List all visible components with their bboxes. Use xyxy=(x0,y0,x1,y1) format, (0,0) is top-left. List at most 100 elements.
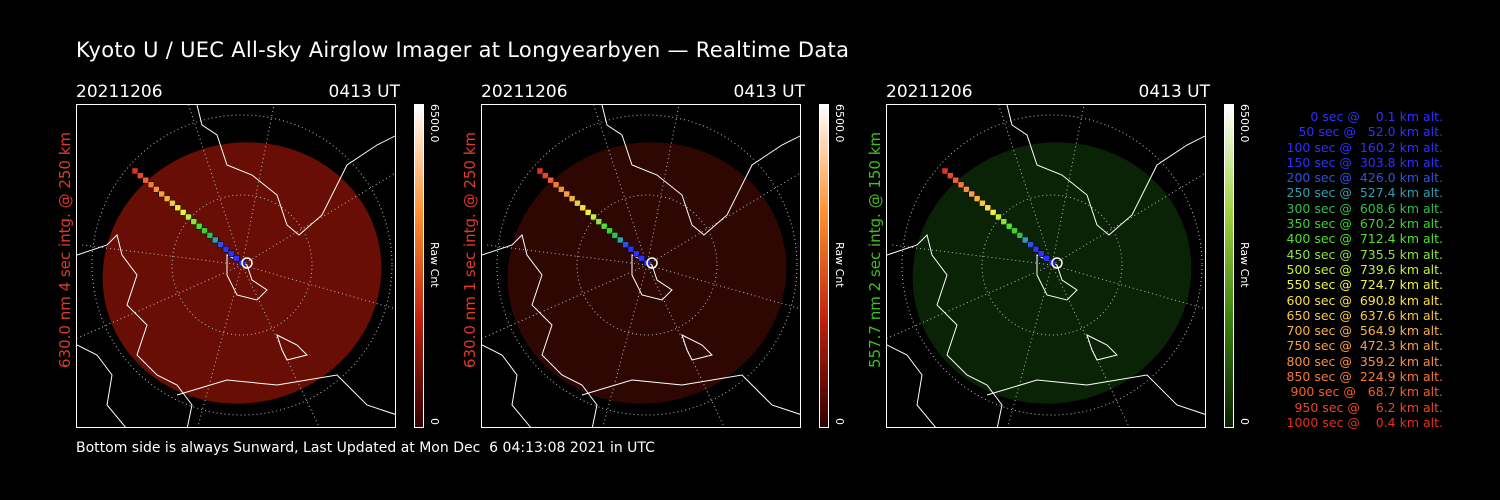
track-point xyxy=(1043,255,1050,262)
grid-line xyxy=(241,264,320,427)
grid-line xyxy=(1051,264,1130,427)
track-point xyxy=(579,204,587,212)
panel-time: 0413 UT xyxy=(328,82,401,102)
grid-line xyxy=(887,264,1053,339)
station-marker xyxy=(646,257,658,269)
panel-side-label: 630.0 nm 4 sec intg. @ 250 km xyxy=(56,131,74,368)
track-point xyxy=(952,176,959,184)
coastline xyxy=(887,234,1003,427)
track-point xyxy=(558,186,565,193)
track-point xyxy=(1027,241,1034,248)
coastline xyxy=(77,344,126,427)
track-point xyxy=(984,204,992,212)
track-point xyxy=(595,218,603,225)
colorbar-unit: Raw Cnt xyxy=(833,242,846,288)
track-point xyxy=(633,250,640,258)
sky-image xyxy=(481,104,801,428)
track-point xyxy=(1038,250,1045,258)
coastline xyxy=(1086,334,1118,361)
legend-item: 200 sec @ 426.0 km alt. xyxy=(1282,170,1444,186)
track-point xyxy=(174,204,182,212)
coastline xyxy=(1006,105,1205,236)
legend-item: 300 sec @ 608.6 km alt. xyxy=(1282,200,1444,216)
colorbar-max: 6500.0 xyxy=(1238,104,1251,143)
track-point xyxy=(617,236,624,244)
track-point xyxy=(973,195,981,202)
panel-date: 20211206 xyxy=(886,82,973,102)
track-point xyxy=(989,209,997,216)
track-point xyxy=(590,213,597,221)
colorbar-max: 6500.0 xyxy=(428,104,441,143)
track-point xyxy=(1022,236,1029,244)
track-point xyxy=(179,209,187,216)
track-point xyxy=(158,190,165,198)
grid-line xyxy=(646,264,800,310)
grid-circle xyxy=(901,114,1203,416)
track-point xyxy=(1016,232,1024,239)
legend-item: 550 sec @ 724.7 km alt. xyxy=(1282,277,1444,293)
airglow-region xyxy=(912,142,1192,404)
track-point xyxy=(600,222,608,230)
colorbar xyxy=(414,104,424,428)
legend-item: 650 sec @ 637.6 km alt. xyxy=(1282,307,1444,323)
grid-line xyxy=(891,244,1053,266)
page-title: Kyoto U / UEC All-sky Airglow Imager at … xyxy=(76,38,850,62)
track-point xyxy=(627,245,635,253)
panel-time: 0413 UT xyxy=(733,82,806,102)
grid-line xyxy=(646,172,800,266)
grid-line xyxy=(1051,264,1205,310)
coastline xyxy=(482,344,531,427)
legend-item: 250 sec @ 527.4 km alt. xyxy=(1282,185,1444,201)
coastline xyxy=(887,344,936,427)
grid-line xyxy=(482,264,648,339)
track-point xyxy=(137,172,144,179)
track-point xyxy=(947,172,954,179)
grid-line xyxy=(81,244,243,266)
colorbar-unit: Raw Cnt xyxy=(1238,242,1251,288)
track-point xyxy=(536,167,544,175)
legend-item: 450 sec @ 735.5 km alt. xyxy=(1282,246,1444,262)
track-point xyxy=(963,186,970,193)
legend-item: 900 sec @ 68.7 km alt. xyxy=(1286,384,1443,400)
legend-item: 500 sec @ 739.6 km alt. xyxy=(1282,261,1444,277)
panel-side-label: 630.0 nm 1 sec intg. @ 250 km xyxy=(461,131,479,368)
track-point xyxy=(131,167,139,175)
track-point xyxy=(1032,245,1040,253)
track-point xyxy=(574,199,581,207)
track-point xyxy=(142,176,149,184)
colorbar xyxy=(1224,104,1234,428)
track-point xyxy=(1005,222,1013,230)
airglow-region xyxy=(507,142,787,404)
track-point xyxy=(552,181,560,189)
sky-image xyxy=(886,104,1206,428)
track-point xyxy=(606,227,613,235)
station-marker xyxy=(1051,257,1063,269)
legend-item: 150 sec @ 303.8 km alt. xyxy=(1282,154,1444,170)
track-point xyxy=(228,250,235,258)
track-point xyxy=(584,209,592,216)
grid-line xyxy=(486,244,648,266)
grid-line xyxy=(77,264,243,339)
track-point xyxy=(222,245,230,253)
station-marker xyxy=(241,257,253,269)
coastline xyxy=(77,234,193,427)
panel-time: 0413 UT xyxy=(1138,82,1211,102)
coastline xyxy=(482,234,598,427)
track-point xyxy=(611,232,619,239)
sky-image xyxy=(76,104,396,428)
grid-circle xyxy=(576,194,718,336)
coastline xyxy=(986,374,1205,415)
grid-circle xyxy=(171,194,313,336)
footer-status: Bottom side is always Sunward, Last Upda… xyxy=(76,440,655,456)
colorbar-min: 0 xyxy=(1238,418,1251,425)
track-point xyxy=(542,172,549,179)
colorbar-min: 0 xyxy=(428,418,441,425)
colorbar-unit: Raw Cnt xyxy=(428,242,441,288)
coastline xyxy=(601,105,800,236)
track-point xyxy=(190,218,198,225)
coastline xyxy=(276,334,308,361)
colorbar-max: 6500.0 xyxy=(833,104,846,143)
grid-line xyxy=(1051,172,1205,266)
track-point xyxy=(1011,227,1018,235)
panel-side-label: 557.7 nm 2 sec intg. @ 150 km xyxy=(866,131,884,368)
